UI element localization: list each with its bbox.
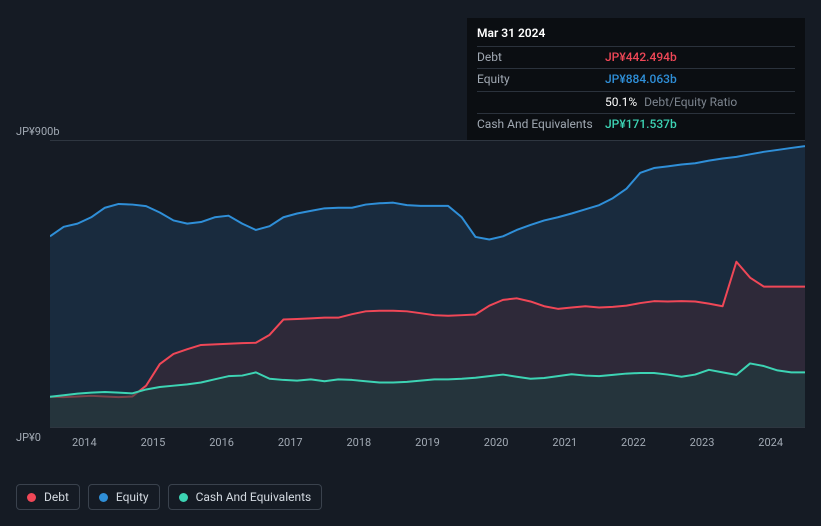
financials-chart: JP¥900b JP¥0 2014 2015 2016 2017 2018 2019 202… xyxy=(16,120,805,466)
tooltip-row-label: Debt xyxy=(477,50,605,66)
legend-label: Cash And Equivalents xyxy=(196,490,312,504)
tooltip-row-label: Equity xyxy=(477,72,605,88)
swatch-debt xyxy=(27,493,36,502)
x-axis-tick: 2015 xyxy=(141,436,166,449)
tooltip-date: Mar 31 2024 xyxy=(477,26,795,46)
chart-legend: Debt Equity Cash And Equivalents xyxy=(16,484,322,510)
tooltip-row-value: JP¥884.063b xyxy=(605,72,677,88)
x-axis-tick: 2022 xyxy=(621,436,646,449)
tooltip-row-value: JP¥442.494b xyxy=(605,50,677,66)
y-axis-min-label: JP¥0 xyxy=(16,431,41,444)
x-axis: 2014 2015 2016 2017 2018 2019 2020 2021 2022 2023… xyxy=(50,430,805,466)
tooltip-row: 50.1% Debt/Equity Ratio xyxy=(477,91,795,114)
legend-item-cash[interactable]: Cash And Equivalents xyxy=(168,484,323,510)
x-axis-tick: 2016 xyxy=(209,436,234,449)
tooltip-row-label xyxy=(477,95,605,111)
x-axis-tick: 2014 xyxy=(72,436,97,449)
x-axis-tick: 2018 xyxy=(346,436,371,449)
x-axis-tick: 2020 xyxy=(484,436,509,449)
tooltip-ratio: 50.1% Debt/Equity Ratio xyxy=(605,95,737,111)
tooltip-row: DebtJP¥442.494b xyxy=(477,46,795,69)
x-axis-tick: 2024 xyxy=(758,436,783,449)
tooltip-row: EquityJP¥884.063b xyxy=(477,68,795,91)
x-axis-tick: 2017 xyxy=(278,436,303,449)
swatch-cash xyxy=(179,493,188,502)
legend-label: Debt xyxy=(44,490,69,504)
x-axis-tick: 2019 xyxy=(415,436,440,449)
legend-item-debt[interactable]: Debt xyxy=(16,484,80,510)
legend-label: Equity xyxy=(116,490,149,504)
x-axis-tick: 2021 xyxy=(552,436,577,449)
swatch-equity xyxy=(99,493,108,502)
chart-plot-area[interactable] xyxy=(50,140,805,428)
y-axis-max-label: JP¥900b xyxy=(16,125,60,138)
x-axis-tick: 2023 xyxy=(690,436,715,449)
legend-item-equity[interactable]: Equity xyxy=(88,484,160,510)
